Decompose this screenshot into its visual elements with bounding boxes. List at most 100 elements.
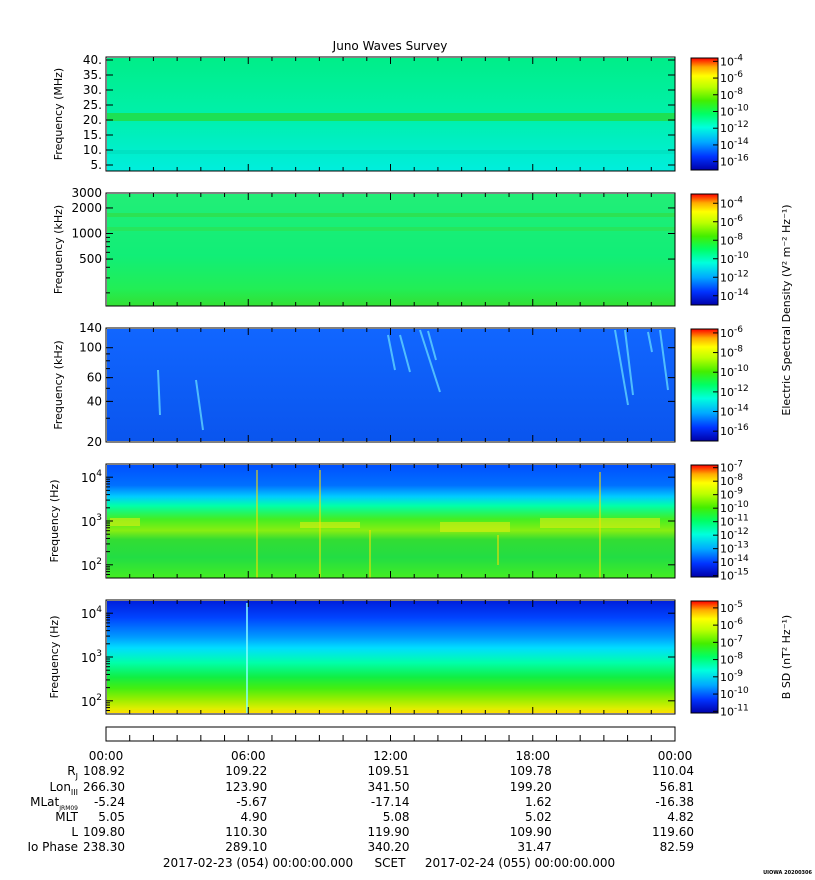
y-tick-label: 35. bbox=[83, 68, 102, 82]
ephem-value: 108.92 bbox=[83, 764, 125, 778]
ephem-value: 1.62 bbox=[525, 795, 552, 809]
panel-mhz bbox=[107, 58, 675, 171]
y-tick-label: 60 bbox=[87, 371, 102, 385]
ephem-value: 109.51 bbox=[368, 764, 410, 778]
colorbar-label: 10-15 bbox=[720, 568, 749, 583]
footer-end: 2017-02-24 (055) 00:00:00.000 bbox=[425, 856, 615, 870]
spectrogram-khz-high bbox=[107, 194, 675, 306]
spikes bbox=[256, 470, 601, 578]
colorbar-label: 10-7 bbox=[720, 460, 743, 475]
y-tick-label: 25. bbox=[83, 98, 102, 112]
ephem-value: 110.04 bbox=[652, 764, 694, 778]
colorbar-label: 10-14 bbox=[720, 404, 749, 419]
y-axis-label: Frequency (kHz) bbox=[52, 205, 65, 294]
y-tick-label: 1000 bbox=[71, 227, 102, 241]
y-tick-label: 30. bbox=[83, 83, 102, 97]
y-tick-label: 2000 bbox=[71, 201, 102, 215]
ephem-value: 119.90 bbox=[368, 825, 410, 839]
axes-panel-mhz: 5.10.15.20.25.30.35.40. Frequency (MHz) bbox=[52, 53, 676, 172]
burst-streaks bbox=[157, 329, 669, 431]
y-tick-label: 104 bbox=[81, 605, 102, 621]
colorbar-label: 10-8 bbox=[720, 232, 743, 247]
y-tick-label: 500 bbox=[79, 252, 102, 266]
ephem-value: -5.24 bbox=[94, 795, 125, 809]
y-tick-label: 140 bbox=[79, 321, 102, 335]
y-tick-label: 40. bbox=[83, 53, 102, 67]
colorbar-label: 10-8 bbox=[720, 473, 743, 488]
plot-title: Juno Waves Survey bbox=[332, 39, 448, 53]
colorbar-label: 10-14 bbox=[720, 554, 749, 569]
colorbar-label: 10-9 bbox=[720, 487, 743, 502]
ephem-value: 238.30 bbox=[83, 840, 125, 854]
colorbar-label: 10-13 bbox=[720, 541, 749, 556]
ephem-label: MLT bbox=[55, 810, 78, 824]
time-label: 18:00 bbox=[515, 749, 550, 763]
colorbar-label: 10-14 bbox=[720, 288, 749, 303]
time-label: 00:00 bbox=[89, 749, 124, 763]
axes-panel-hz-b: 102 103 104 Frequency (Hz) bbox=[48, 599, 676, 715]
axes-panel-khz-low: 20 40 60 100 140 Frequency (kHz) bbox=[52, 321, 676, 449]
colorbar-label: 10-11 bbox=[720, 514, 749, 529]
footer-scet: SCET bbox=[375, 856, 407, 870]
colorbar-label: 10-8 bbox=[720, 345, 743, 360]
colorbar-title-magnetic: B SD (nT² Hz⁻¹) bbox=[780, 615, 793, 699]
y-axis-label: Frequency (MHz) bbox=[52, 68, 65, 160]
colorbar-label: 10-12 bbox=[720, 384, 749, 399]
colorbar-gradient bbox=[690, 328, 719, 442]
y-axis-label: Frequency (Hz) bbox=[48, 616, 61, 699]
y-tick-label: 100 bbox=[79, 341, 102, 355]
spectrogram-hz-b bbox=[107, 601, 675, 713]
ephem-value: 109.22 bbox=[225, 764, 267, 778]
ephem-value: 199.20 bbox=[510, 780, 552, 794]
colorbar-label: 10-6 bbox=[720, 70, 743, 85]
y-tick-label: 102 bbox=[81, 693, 102, 709]
ephem-label: MLatJRM09 bbox=[30, 795, 78, 812]
colorbar-label: 10-8 bbox=[720, 87, 743, 102]
ephem-value: 5.05 bbox=[98, 810, 125, 824]
panel-khz-low bbox=[107, 329, 675, 441]
colorbar-label: 10-9 bbox=[720, 669, 743, 684]
colorbar-label: 10-16 bbox=[720, 423, 749, 438]
ephem-value: -5.67 bbox=[236, 795, 267, 809]
colorbar-gradient bbox=[690, 464, 719, 578]
y-tick-label: 5. bbox=[91, 158, 102, 172]
colorbar-label: 10-8 bbox=[720, 652, 743, 667]
colorbar-label: 10-5 bbox=[720, 600, 743, 615]
ephem-label: L bbox=[71, 825, 78, 839]
colorbar-gradient bbox=[690, 600, 719, 714]
footer-stamp: UIOWA 20200306 bbox=[763, 870, 812, 876]
y-axis-label: Frequency (Hz) bbox=[48, 480, 61, 563]
colorbar-label: 10-6 bbox=[720, 617, 743, 632]
colorbar-label: 10-16 bbox=[720, 154, 749, 169]
panel-khz-high bbox=[107, 194, 675, 306]
colorbar-label: 10-12 bbox=[720, 269, 749, 284]
ephem-value: 31.47 bbox=[517, 840, 551, 854]
colorbar-title-electric: Electric Spectral Density (V² m⁻² Hz⁻¹) bbox=[780, 204, 793, 415]
ephem-value: 123.90 bbox=[225, 780, 267, 794]
y-tick-label: 103 bbox=[81, 513, 102, 529]
ephem-value: 341.50 bbox=[368, 780, 410, 794]
ephem-value: 82.59 bbox=[660, 840, 694, 854]
ephem-value: 289.10 bbox=[225, 840, 267, 854]
y-tick-label: 10. bbox=[83, 143, 102, 157]
colorbar-label: 10-12 bbox=[720, 527, 749, 542]
colorbar-label: 10-7 bbox=[720, 634, 743, 649]
ephem-value: 110.30 bbox=[225, 825, 267, 839]
footer-start: 2017-02-23 (054) 00:00:00.000 bbox=[163, 856, 353, 870]
ephem-value: 56.81 bbox=[660, 780, 694, 794]
time-label: 00:00 bbox=[658, 749, 693, 763]
panel-hz-e bbox=[107, 465, 675, 578]
colorbar-label: 10-4 bbox=[720, 53, 743, 68]
colorbar-panel-mhz: 10-4 10-6 10-810-10 10-12 10-14 10-16 bbox=[690, 53, 749, 171]
colorbar-panel-hz-b: 10-5 10-6 10-7 10-8 10-9 10-10 10-11 bbox=[690, 600, 749, 718]
colorbar-label: 10-10 bbox=[720, 500, 749, 515]
ephem-label: Io Phase bbox=[27, 840, 78, 854]
colorbar-panel-khz-high: 10-4 10-6 10-8 10-10 10-12 10-14 bbox=[690, 193, 749, 306]
axes-panel-hz-e: 102 103 104 Frequency (Hz) bbox=[48, 463, 676, 579]
colorbar-gradient bbox=[690, 57, 719, 171]
colorbar-label: 10-14 bbox=[720, 137, 749, 152]
ephem-label: RJ bbox=[67, 764, 78, 781]
ephem-value: 5.08 bbox=[383, 810, 410, 824]
